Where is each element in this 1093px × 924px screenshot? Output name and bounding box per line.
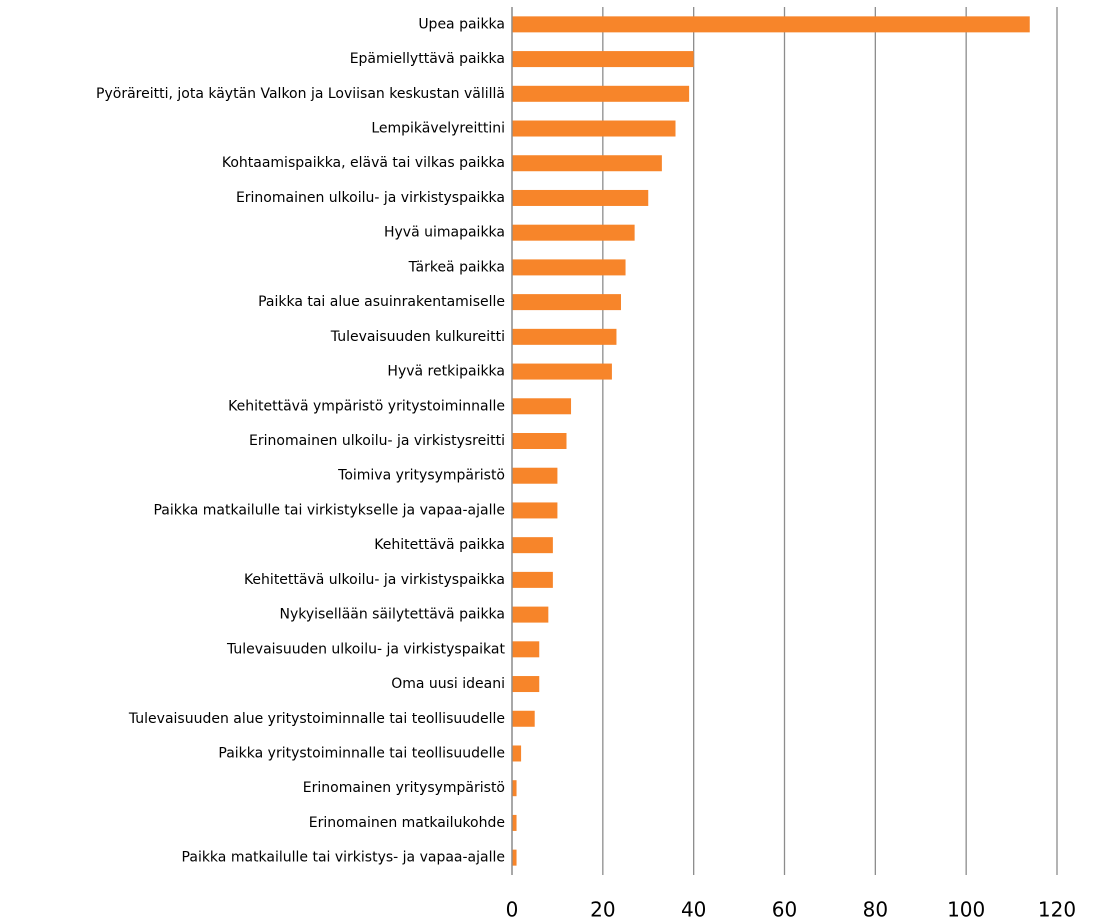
y-tick-label: Oma uusi ideani [391,676,505,692]
bar [512,850,517,866]
y-tick-label: Tulevaisuuden kulkureitti [330,329,505,345]
bar [512,433,567,449]
x-tick-label: 60 [772,898,797,922]
y-tick-label: Epämiellyttävä paikka [350,51,505,67]
bar [512,225,635,241]
x-tick-label: 0 [506,898,519,922]
bar [512,16,1030,32]
y-tick-label: Tulevaisuuden ulkoilu- ja virkistyspaika… [226,641,506,657]
bar [512,537,553,553]
bar [512,155,662,171]
x-tick-label: 20 [590,898,615,922]
y-tick-label: Paikka matkailulle tai virkistys- ja vap… [182,850,505,866]
y-tick-label: Kohtaamispaikka, elävä tai vilkas paikka [222,155,505,171]
bar [512,121,676,137]
y-tick-label: Nykyisellään säilytettävä paikka [279,607,505,623]
bar [512,502,557,518]
bar [512,86,689,102]
y-tick-label: Paikka matkailulle tai virkistykselle ja… [153,502,505,518]
bar [512,780,517,796]
y-tick-label: Kehitettävä ulkoilu- ja virkistyspaikka [244,572,505,588]
bar [512,364,612,380]
y-tick-label: Erinomainen yritysympäristö [303,780,505,796]
bar [512,468,557,484]
y-tick-label: Erinomainen ulkoilu- ja virkistysreitti [249,433,505,449]
y-tick-label: Erinomainen ulkoilu- ja virkistyspaikka [236,190,505,206]
bar [512,676,539,692]
y-tick-label: Kehitettävä ympäristö yritystoiminnalle [228,398,505,414]
y-tick-label: Kehitettävä paikka [374,537,505,553]
y-tick-label: Pyöräreitti, jota käytän Valkon ja Lovii… [96,86,505,102]
y-tick-label: Hyvä uimapaikka [384,225,505,241]
bar [512,51,694,67]
bar [512,329,616,345]
y-tick-label: Tärkeä paikka [408,259,505,275]
y-tick-label: Erinomainen matkailukohde [309,815,505,831]
y-tick-label: Toimiva yritysympäristö [337,468,505,484]
y-tick-label: Paikka tai alue asuinrakentamiselle [258,294,505,310]
x-tick-label: 80 [863,898,888,922]
y-tick-label: Tulevaisuuden alue yritystoiminnalle tai… [128,711,505,727]
x-tick-label: 100 [947,898,985,922]
x-tick-label: 120 [1038,898,1076,922]
bar [512,398,571,414]
bar [512,607,548,623]
bar [512,711,535,727]
chart: 0 20 40 60 80 100 120 Upea paikka Epämiellyttävä… [0,0,1093,924]
y-tick-label: Upea paikka [418,16,505,32]
bar [512,259,626,275]
y-tick-label: Hyvä retkipaikka [387,364,505,380]
bar [512,745,521,761]
bar [512,641,539,657]
x-tick-label: 40 [681,898,706,922]
bar [512,815,517,831]
bar [512,572,553,588]
y-tick-label: Lempikävelyreittini [371,121,505,137]
y-tick-label: Paikka yritystoiminnalle tai teollisuude… [218,745,505,761]
bar [512,294,621,310]
bar [512,190,648,206]
